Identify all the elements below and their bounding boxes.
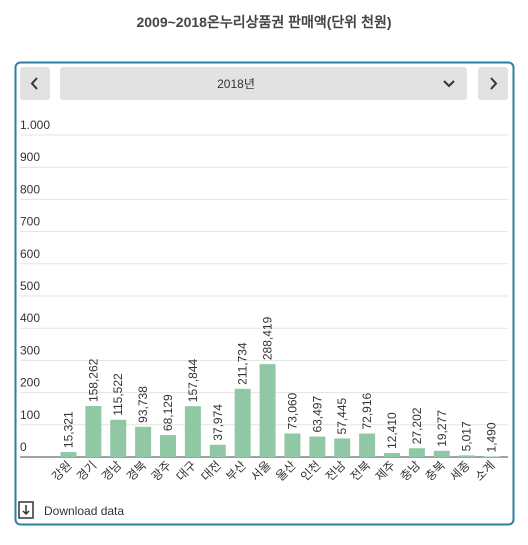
x-tick-label: 경북	[124, 458, 150, 484]
bar	[434, 451, 450, 457]
download[interactable]: Download data	[19, 502, 124, 518]
x-tick-label: 소계	[472, 458, 498, 484]
value-label: 37,974	[211, 404, 225, 441]
bar	[260, 364, 276, 457]
bar	[210, 445, 226, 457]
y-tick-label: 800	[20, 182, 40, 196]
y-tick-label: 300	[20, 343, 40, 357]
x-tick-label: 전남	[323, 458, 349, 484]
y-tick-label: 600	[20, 247, 40, 261]
bar	[60, 452, 76, 457]
y-tick-label: 400	[20, 311, 40, 325]
value-label: 288,419	[261, 316, 275, 360]
plot: 0 100 200 300 400 500 600 700 800 900 1.000 15,321 강…	[20, 118, 508, 484]
x-tick-label: 세종	[447, 458, 473, 484]
year-select[interactable]: 2018년	[60, 67, 467, 100]
value-label: 115,522	[111, 373, 125, 416]
y-tick-label: 200	[20, 376, 40, 390]
bar	[384, 453, 400, 457]
bar	[459, 455, 475, 457]
bar	[309, 437, 325, 457]
prev-bg[interactable]	[20, 67, 50, 100]
x-tick-label: 광주	[149, 458, 175, 484]
x-tick-label: 충북	[422, 458, 448, 484]
value-label: 5,017	[460, 421, 474, 451]
y-tick-label: 100	[20, 408, 40, 422]
bar	[235, 389, 251, 457]
y-tick-label: 900	[20, 150, 40, 164]
value-label: 68,129	[161, 394, 175, 431]
next-button[interactable]	[478, 67, 508, 100]
x-tick-label: 전북	[348, 458, 374, 484]
bar	[160, 435, 176, 457]
bar	[110, 420, 126, 457]
value-label: 157,844	[186, 358, 200, 402]
prev-button[interactable]	[20, 67, 50, 100]
x-tick-label: 서울	[248, 458, 274, 484]
x-tick-label: 충남	[397, 458, 423, 484]
value-label: 72,916	[360, 392, 374, 429]
x-tick-label: 강원	[49, 458, 75, 484]
x-tick-label: 경남	[99, 458, 125, 484]
y-tick-label: 1.000	[20, 118, 50, 132]
y-tick-label: 0	[20, 440, 27, 454]
value-label: 27,202	[410, 407, 424, 444]
bar	[284, 433, 300, 457]
value-label: 211,734	[236, 342, 250, 385]
bar	[85, 406, 101, 457]
value-label: 93,738	[136, 386, 150, 423]
value-label: 12,410	[385, 412, 399, 449]
bar	[409, 448, 425, 457]
bar	[135, 427, 151, 457]
value-label: 63,497	[310, 396, 324, 433]
y-tick-label: 500	[20, 279, 40, 293]
value-label: 1,490	[485, 422, 499, 452]
bar	[334, 439, 350, 457]
select-text: 2018년	[217, 77, 255, 91]
x-tick-label: 울산	[273, 458, 299, 484]
value-label: 73,060	[285, 392, 299, 429]
next-bg[interactable]	[478, 67, 508, 100]
select-bg[interactable]	[60, 67, 467, 100]
x-tick-label: 대구	[173, 458, 199, 484]
x-tick-label: 인천	[297, 458, 323, 484]
chart-title: 2009~2018온누리상품권 판매액(단위 천원)	[136, 14, 391, 30]
download-text[interactable]: Download data	[44, 504, 124, 518]
bar	[185, 406, 201, 457]
x-tick-label: 대전	[198, 458, 224, 484]
value-label: 19,277	[435, 410, 449, 447]
x-tick-label: 부산	[223, 458, 249, 484]
download-arrow	[23, 505, 29, 514]
value-label: 158,262	[86, 358, 100, 402]
value-label: 15,321	[61, 411, 75, 448]
x-tick-label: 경기	[74, 458, 100, 484]
value-label: 57,445	[335, 397, 349, 434]
x-tick-label: 제주	[373, 458, 399, 484]
bar	[359, 434, 375, 457]
y-tick-label: 700	[20, 215, 40, 229]
